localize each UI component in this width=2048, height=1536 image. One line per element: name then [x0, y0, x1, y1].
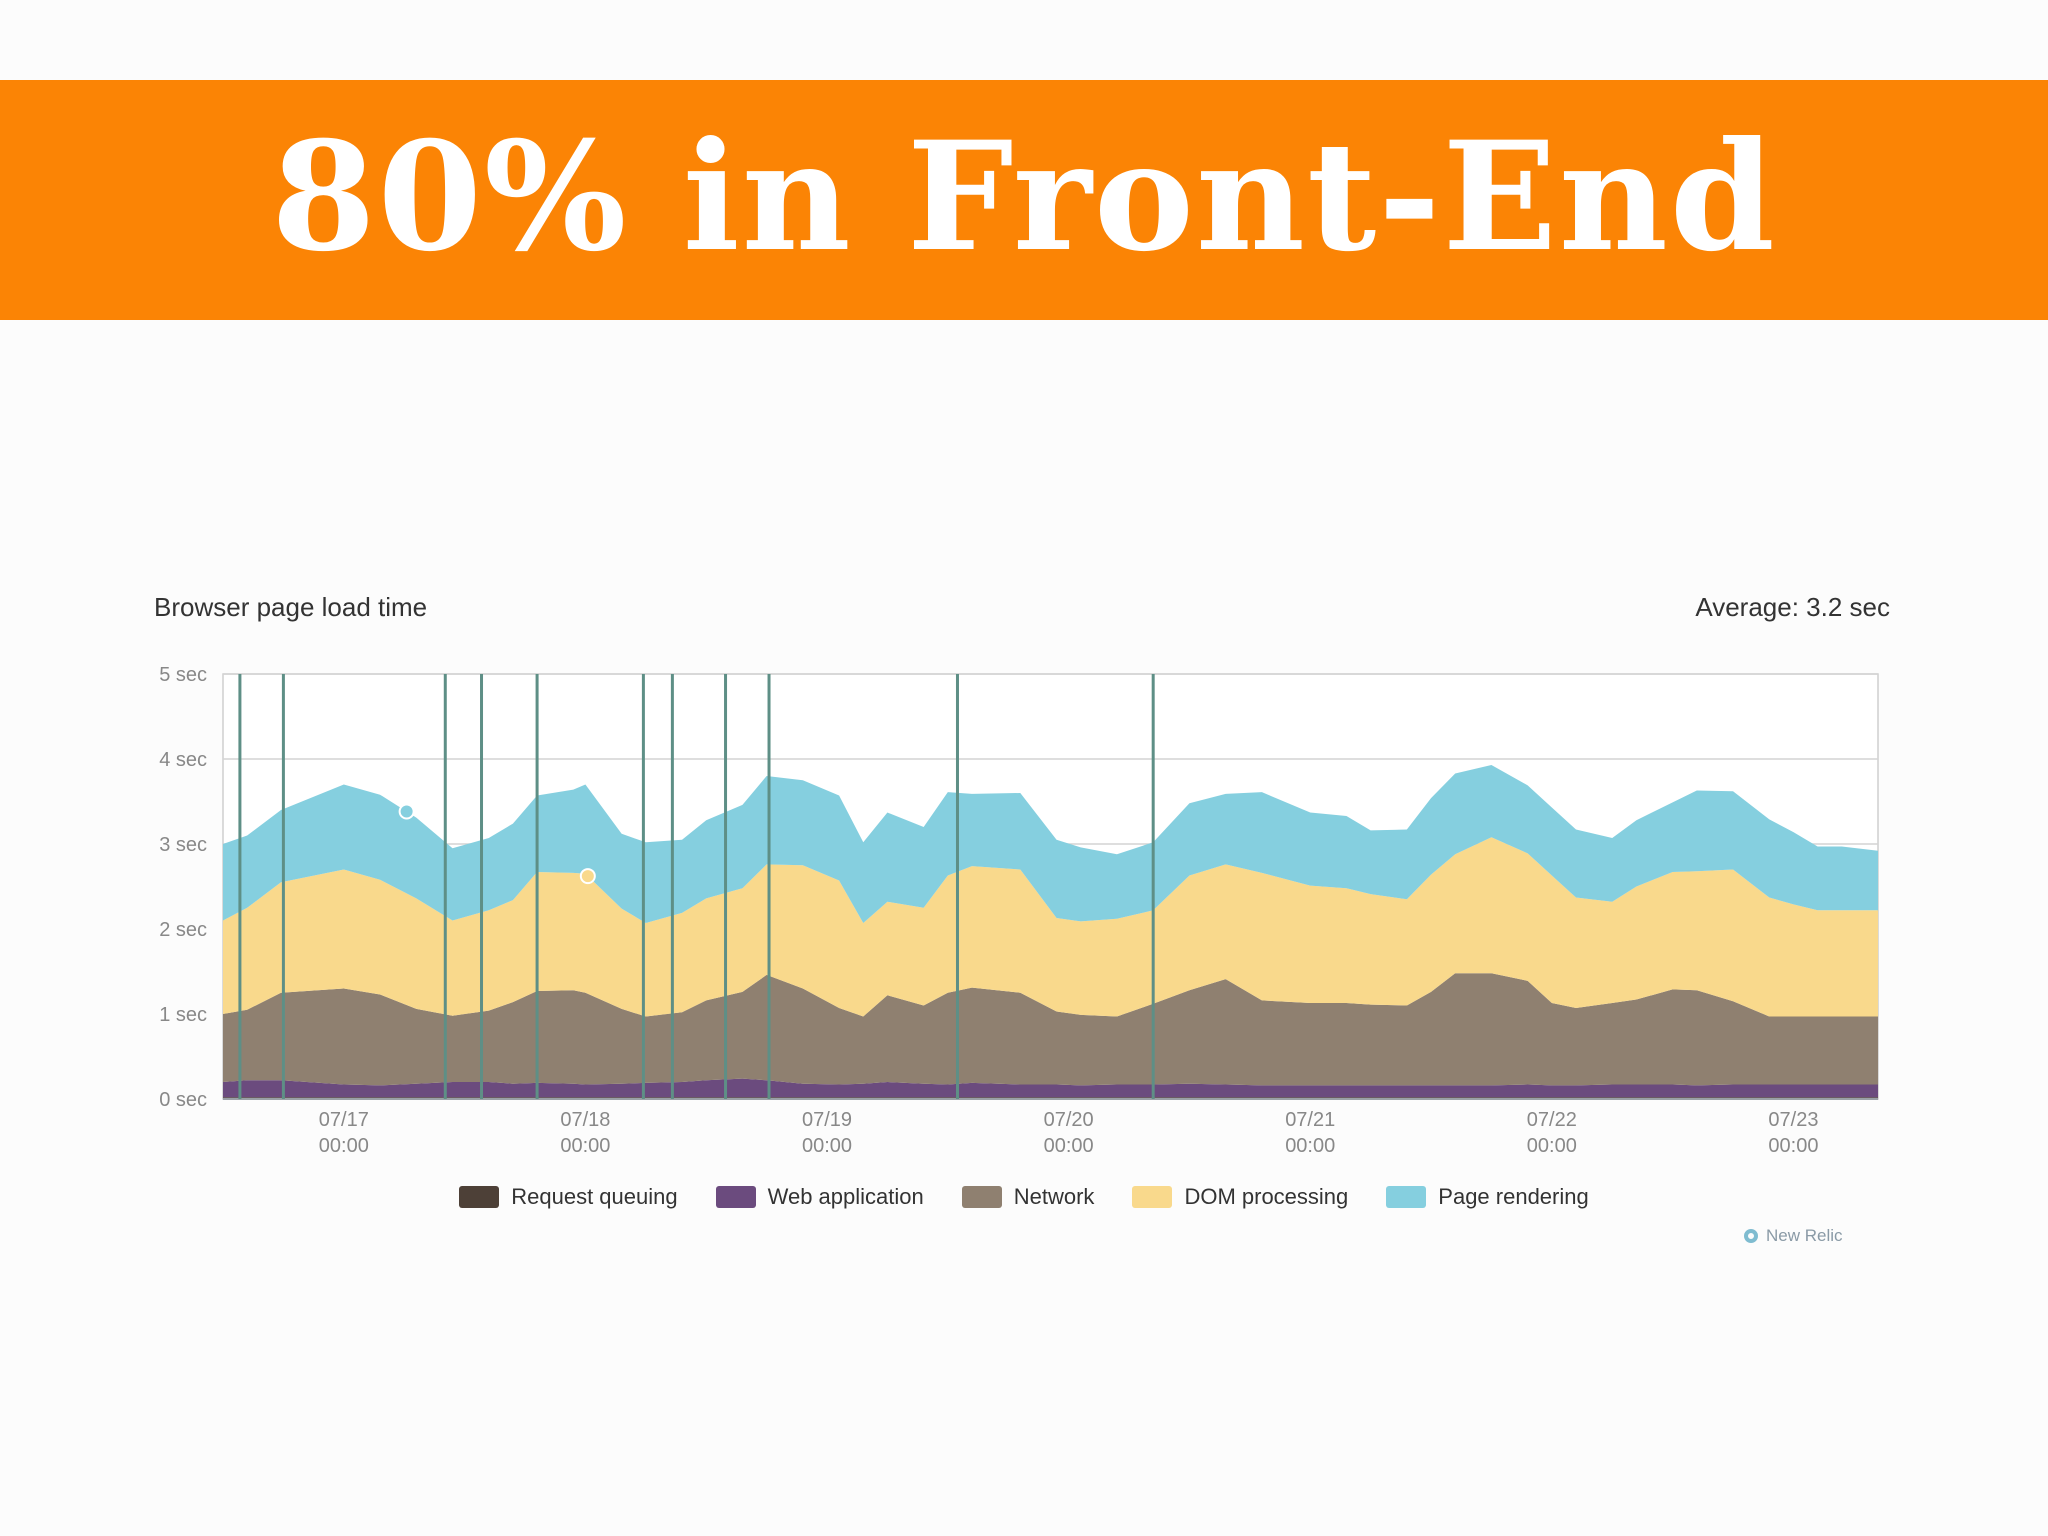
x-tick-label-time: 00:00 — [1527, 1135, 1577, 1157]
legend-item-web-application[interactable]: Web application — [715, 1184, 924, 1210]
x-tick-label-time: 00:00 — [1285, 1135, 1335, 1157]
y-tick-label: 0 sec — [159, 1089, 207, 1111]
y-tick-label: 3 sec — [159, 834, 207, 856]
hover-point-dom-processing — [579, 868, 596, 885]
legend-label: DOM processing — [1184, 1184, 1349, 1209]
x-tick-label-date: 07/20 — [1044, 1109, 1094, 1131]
legend-item-network[interactable]: Network — [961, 1184, 1095, 1210]
hover-point-page-rendering — [398, 803, 415, 820]
x-tick-label-date: 07/19 — [802, 1109, 852, 1131]
x-tick-label-time: 00:00 — [1044, 1135, 1094, 1157]
y-tick-label: 1 sec — [159, 1004, 207, 1026]
legend-label: Web application — [767, 1184, 924, 1209]
chart-average: Average: 3.2 sec — [1695, 592, 1890, 622]
area-network — [223, 973, 1878, 1086]
area-dom-processing — [223, 837, 1878, 1017]
area-web-application — [223, 1078, 1878, 1098]
legend-item-request-queuing[interactable]: Request queuing — [459, 1184, 678, 1210]
legend-label: Network — [1013, 1184, 1095, 1209]
page-title: 80% in Front-End — [271, 109, 1777, 285]
legend-swatch — [1386, 1186, 1427, 1208]
x-tick-label-time: 00:00 — [802, 1135, 852, 1157]
x-tick-label-date: 07/22 — [1527, 1109, 1577, 1131]
legend-item-dom-processing[interactable]: DOM processing — [1132, 1184, 1348, 1210]
chart-legend: Request queuing Web application Network … — [0, 1184, 2048, 1210]
legend-swatch — [961, 1186, 1002, 1208]
brand-mark: New Relic — [1744, 1226, 1843, 1246]
title-banner: 80% in Front-End — [0, 80, 2048, 320]
x-tick-label-time: 00:00 — [319, 1135, 369, 1157]
x-tick-label-time: 00:00 — [1768, 1135, 1818, 1157]
chart-title: Browser page load time — [154, 592, 428, 622]
legend-swatch — [715, 1186, 756, 1208]
area-page-rendering — [223, 764, 1878, 924]
x-tick-label-date: 07/18 — [560, 1109, 610, 1131]
legend-swatch — [1132, 1186, 1173, 1208]
x-tick-label-date: 07/17 — [319, 1109, 369, 1131]
x-tick-label-date: 07/23 — [1768, 1109, 1818, 1131]
legend-swatch — [459, 1186, 500, 1208]
legend-label: Page rendering — [1438, 1184, 1589, 1209]
y-tick-label: 5 sec — [159, 664, 207, 686]
x-tick-label-date: 07/21 — [1285, 1109, 1335, 1131]
y-tick-label: 4 sec — [159, 749, 207, 771]
brand-label: New Relic — [1766, 1226, 1843, 1245]
new-relic-logo-icon — [1744, 1229, 1758, 1243]
legend-item-page-rendering[interactable]: Page rendering — [1386, 1184, 1589, 1210]
legend-label: Request queuing — [511, 1184, 678, 1209]
y-tick-label: 2 sec — [159, 919, 207, 941]
x-tick-label-time: 00:00 — [560, 1135, 610, 1157]
